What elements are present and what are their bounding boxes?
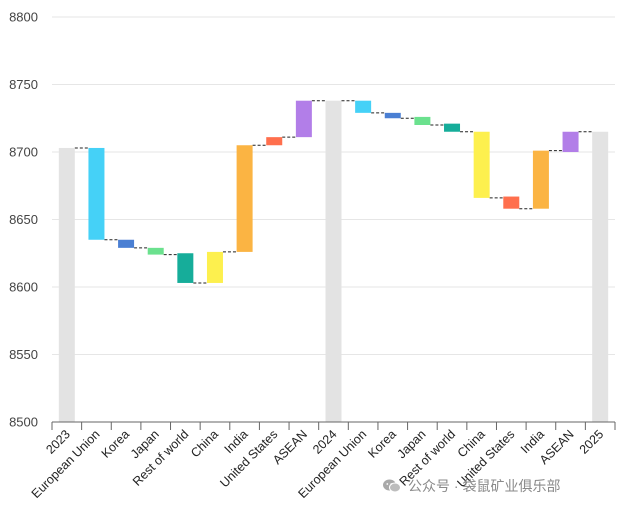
bar-13-rest-of-world xyxy=(444,123,461,132)
bar-14-china xyxy=(473,131,490,198)
wechat-icon xyxy=(383,479,401,493)
bar-5-china xyxy=(206,251,223,283)
bar-17-asean xyxy=(562,131,579,152)
x-tick-label-18-2025: 2025 xyxy=(577,427,607,457)
bar-6-india xyxy=(236,145,253,252)
y-tick-label-8800: 8800 xyxy=(9,10,38,25)
watermark: 公众号 · 袋鼠矿业俱乐部 xyxy=(382,476,560,496)
bar-12-japan xyxy=(414,116,431,125)
bar-0-2023 xyxy=(58,147,75,422)
y-tick-label-8750: 8750 xyxy=(9,77,38,92)
bar-9-2024 xyxy=(325,100,342,422)
bar-16-india xyxy=(532,150,549,209)
bar-2-korea xyxy=(118,239,135,248)
bar-18-2025 xyxy=(592,131,609,422)
bar-4-rest-of-world xyxy=(177,253,194,283)
x-tick-label-2-korea: Korea xyxy=(99,427,133,461)
bar-11-korea xyxy=(384,112,401,119)
x-tick-label-5-china: China xyxy=(188,427,221,460)
watermark-text: 公众号 · 袋鼠矿业俱乐部 xyxy=(408,478,561,494)
bar-7-united-states xyxy=(266,137,283,146)
y-tick-label-8500: 8500 xyxy=(9,415,38,430)
y-tick-label-8650: 8650 xyxy=(9,212,38,227)
y-tick-label-8600: 8600 xyxy=(9,280,38,295)
bar-3-japan xyxy=(147,247,164,255)
bar-8-asean xyxy=(295,100,312,138)
x-tick-label-11-korea: Korea xyxy=(365,427,399,461)
bar-15-united-states xyxy=(503,196,520,209)
bar-10-european-union xyxy=(355,100,372,113)
y-tick-label-8550: 8550 xyxy=(9,347,38,362)
bar-1-european-union xyxy=(88,147,105,240)
y-tick-label-8700: 8700 xyxy=(9,145,38,160)
